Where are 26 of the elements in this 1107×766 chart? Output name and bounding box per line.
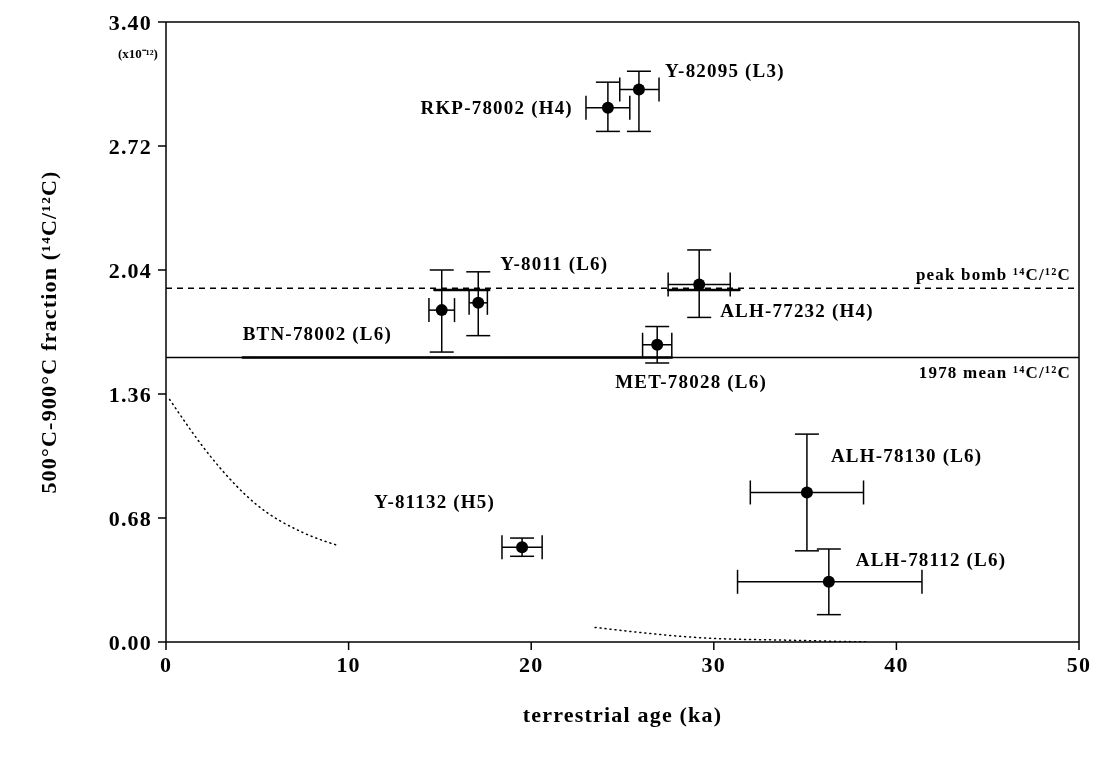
annotation: Y-81132 (H5) [374, 490, 496, 513]
ref-line-label: peak bomb ¹⁴C/¹²C [915, 265, 1071, 285]
annotation: Y-8011 (L6) [500, 253, 609, 276]
x-tick-label: 10 [336, 651, 361, 677]
annotation: RKP-78002 (H4) [420, 97, 573, 120]
annotation: BTN-78002 (L6) [242, 323, 392, 346]
x-tick-label: 0 [159, 651, 173, 677]
y-tick-label: 0.00 [108, 629, 152, 655]
ref-line-label: 1978 mean ¹⁴C/¹²C [918, 362, 1071, 382]
text: (x10⁻¹²) [118, 45, 158, 62]
x-tick-label: 50 [1066, 651, 1092, 677]
annotation: ALH-77232 (H4) [720, 300, 874, 323]
y-tick-label: 2.04 [108, 257, 152, 283]
x-tick-label: 30 [701, 651, 726, 677]
annotation: ALH-78130 (L6) [830, 445, 983, 468]
x-tick-label: 20 [519, 651, 544, 677]
annotation: ALH-78112 (L6) [855, 549, 1007, 572]
y-tick-label: 3.40 [108, 9, 152, 35]
x-tick-label: 40 [884, 651, 909, 677]
y-tick-label: 1.36 [108, 381, 152, 407]
y-tick-label: 2.72 [108, 133, 152, 159]
y-tick-label: 0.68 [108, 505, 152, 531]
x-axis-title: terrestrial age (ka) [522, 702, 723, 727]
annotation: MET-78028 (L6) [615, 371, 767, 394]
y-axis-title: 500°C-900°C fraction (¹⁴C/¹²C) [35, 170, 61, 494]
annotation: Y-82095 (L3) [664, 60, 785, 83]
